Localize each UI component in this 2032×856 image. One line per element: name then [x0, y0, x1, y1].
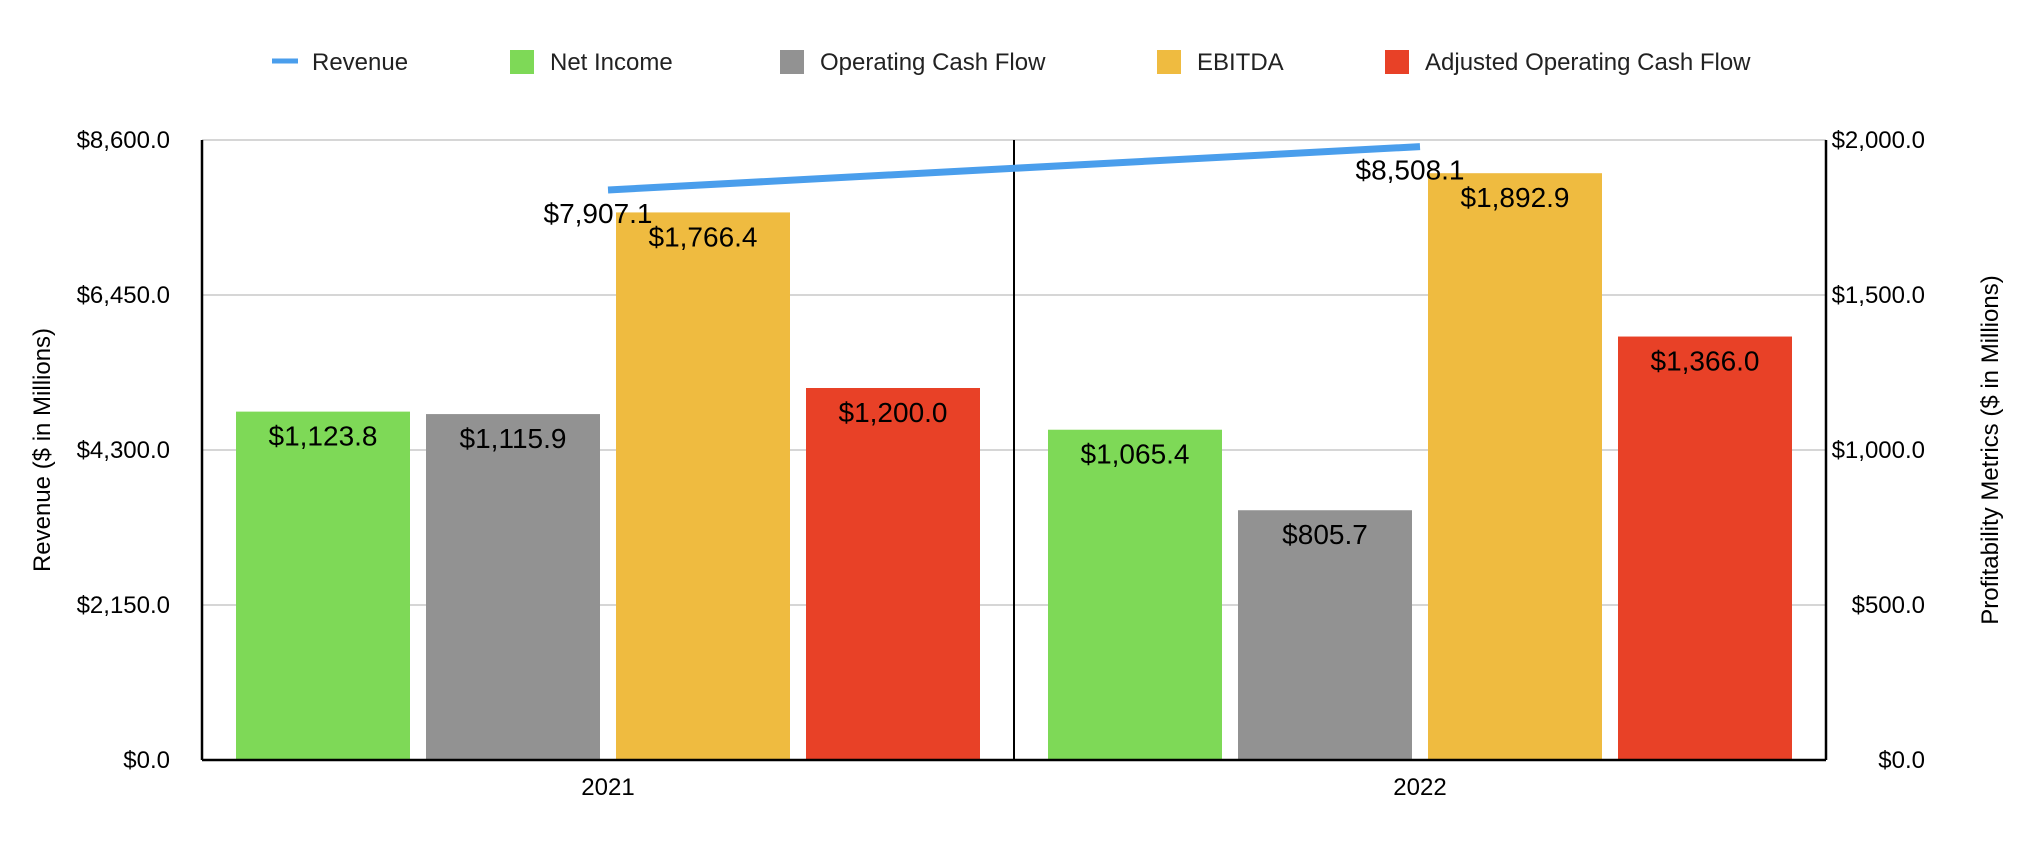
- legend-label: Net Income: [550, 49, 673, 76]
- bar-value-label: $1,065.4: [1081, 439, 1190, 470]
- bar: [616, 212, 790, 760]
- bar: [426, 414, 600, 760]
- y-right-tick-label: $2,000.0: [1832, 127, 1925, 154]
- bar-value-label: $1,366.0: [1651, 346, 1760, 377]
- x-category-label: 2021: [581, 774, 634, 801]
- bar-value-label: $1,892.9: [1461, 182, 1570, 213]
- legend: Revenue Net Income Operating Cash Flow EBIT…: [272, 49, 1751, 76]
- bar-value-label: $1,115.9: [460, 423, 567, 454]
- bar: [1048, 429, 1222, 760]
- legend-swatch: [780, 50, 804, 74]
- legend-label: EBITDA: [1197, 49, 1284, 76]
- legend-swatch: [1385, 50, 1409, 74]
- data-labels: $1,123.8 $1,115.9 $1,766.4 $1,200.0 $1,065.4…: [269, 155, 1760, 551]
- y-axis-left-title: Revenue ($ in Millions): [29, 328, 56, 572]
- y-right-tick-label: $1,500.0: [1832, 282, 1925, 309]
- bar: [236, 411, 410, 760]
- x-category-label: 2022: [1393, 774, 1446, 801]
- y-right-tick-label: $500.0: [1852, 592, 1925, 619]
- legend-swatch: [510, 50, 534, 74]
- y-axis-right-title: Profitability Metrics ($ in Millions): [1977, 275, 2004, 624]
- bar: [1428, 173, 1602, 761]
- y-left-tick-label: $4,300.0: [77, 437, 170, 464]
- y-left-tick-label: $2,150.0: [77, 592, 170, 619]
- revenue-line: [607, 143, 1421, 194]
- y-right-tick-label: $1,000.0: [1832, 437, 1925, 464]
- bar-value-label: $1,200.0: [839, 397, 948, 428]
- bar: [806, 388, 980, 760]
- bar-value-label: $1,123.8: [269, 421, 378, 452]
- legend-label: Operating Cash Flow: [820, 49, 1046, 76]
- revenue-line-layer: [607, 143, 1421, 194]
- bar: [1238, 510, 1412, 760]
- bar-value-label: $805.7: [1282, 519, 1368, 550]
- legend-label: Revenue: [312, 49, 408, 76]
- axes: $0.0 $2,150.0 $4,300.0 $6,450.0 $8,600.0 $0.0…: [77, 127, 1925, 801]
- bar-value-label: $1,766.4: [649, 221, 758, 252]
- bars-layer: [236, 173, 1792, 761]
- line-value-label: $8,508.1: [1356, 155, 1465, 186]
- y-left-tick-label: $8,600.0: [77, 127, 170, 154]
- y-right-tick-label: $0.0: [1878, 747, 1925, 774]
- y-left-tick-label: $6,450.0: [77, 282, 170, 309]
- y-left-tick-label: $0.0: [123, 747, 170, 774]
- legend-swatch: [1157, 50, 1181, 74]
- line-value-label: $7,907.1: [544, 198, 653, 229]
- bar: [1618, 336, 1792, 760]
- legend-label: Adjusted Operating Cash Flow: [1425, 49, 1751, 76]
